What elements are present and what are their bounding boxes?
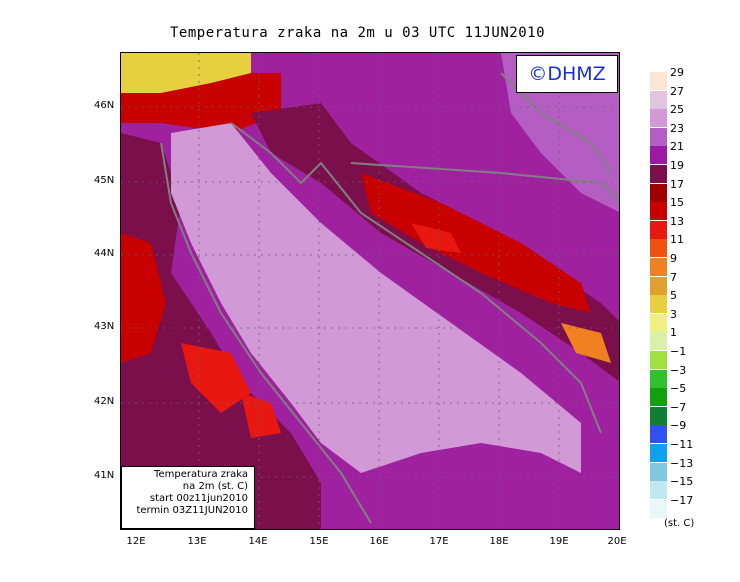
dhmz-logo: ©DHMZ [516, 55, 618, 93]
info-line-3: start 00z11jun2010 [149, 493, 248, 504]
legend-swatch [650, 313, 667, 332]
legend-swatch [650, 351, 667, 369]
legend-label: −3 [670, 363, 687, 377]
legend-label: 1 [670, 326, 677, 340]
legend-label: 19 [670, 159, 684, 172]
border-line-1 [350, 162, 619, 203]
legend-label: 23 [670, 121, 684, 135]
legend-swatch [650, 258, 667, 276]
lon-label-15e: 15E [309, 536, 329, 547]
italy-hot-patch-1 [121, 233, 166, 363]
legend-swatch [650, 499, 667, 518]
legend-label: −13 [670, 456, 694, 470]
info-line-2: na 2m (st. C) [182, 481, 248, 492]
lon-label-14e: 14E [248, 536, 268, 547]
lon-label-16e: 16E [369, 536, 389, 547]
legend-swatch [650, 183, 667, 202]
temperature-map [120, 52, 620, 530]
lat-label-41n: 41N [94, 470, 115, 481]
legend-label: −17 [670, 493, 694, 507]
legend-swatch [650, 369, 667, 388]
legend-swatch [650, 481, 667, 500]
legend-label: 13 [670, 214, 684, 228]
adriatic-sea [171, 123, 581, 473]
border-line-2 [500, 72, 612, 174]
info-line-1: Temperatura zraka [154, 469, 248, 480]
legend-swatch [650, 444, 667, 462]
legend-swatch [650, 388, 667, 407]
legend-unit: (st. C) [664, 518, 695, 529]
legend-swatch [650, 146, 667, 165]
legend-swatch [650, 202, 667, 221]
balkan-hot-patch [411, 223, 461, 253]
lon-label-20e: 20E [607, 536, 627, 547]
legend-label: −15 [670, 475, 694, 489]
legend-label: 5 [670, 289, 677, 303]
map-title: Temperatura zraka na 2m u 03 UTC 11JUN20… [170, 25, 546, 41]
legend-swatch [650, 332, 667, 351]
lat-label-44n: 44N [94, 248, 115, 259]
legend-label: −9 [670, 419, 687, 433]
legend-label: 11 [670, 233, 684, 247]
legend-swatch [650, 165, 667, 183]
legend-swatch [650, 109, 667, 128]
legend-swatch [650, 425, 667, 444]
lon-label-12e: 12E [126, 536, 146, 547]
lon-label-18e: 18E [489, 536, 509, 547]
lat-label-43n: 43N [94, 321, 115, 332]
montenegro-hot-patch [561, 323, 611, 363]
lon-label-13e: 13E [187, 536, 207, 547]
legend-label: 27 [670, 84, 684, 98]
coastline-west [160, 142, 372, 524]
legend-swatch [650, 239, 667, 258]
lon-label-17e: 17E [429, 536, 449, 547]
legend-label: 29 [670, 66, 684, 79]
lon-label-19e: 19E [549, 536, 569, 547]
map-canvas [121, 53, 619, 529]
info-line-4: termin 03Z11JUN2010 [136, 505, 248, 516]
legend-label: −11 [670, 438, 694, 451]
legend-swatch [650, 406, 667, 425]
legend-swatch [650, 220, 667, 239]
legend-swatch [650, 276, 667, 295]
legend-label: 15 [670, 196, 684, 210]
italy-hot-patch-3 [241, 393, 281, 438]
legend-label: −1 [670, 345, 687, 358]
lat-label-46n: 46N [94, 100, 115, 111]
info-box: Temperatura zraka na 2m (st. C) start 00… [121, 466, 255, 529]
legend-label: 9 [670, 252, 677, 265]
legend-label: 7 [670, 270, 677, 284]
lat-label-45n: 45N [94, 175, 115, 186]
legend-label: 25 [670, 103, 684, 117]
legend-swatch [650, 462, 667, 481]
grid-lines [121, 53, 619, 529]
legend-swatch [650, 127, 667, 146]
legend-label: −5 [670, 382, 687, 396]
balkan-hot-band [361, 173, 591, 313]
alps-cool-region [121, 53, 251, 113]
italy-hot-patch-2 [181, 343, 251, 413]
legend-swatch [650, 90, 667, 109]
legend-label: 21 [670, 140, 684, 154]
legend-swatch [650, 72, 667, 90]
legend-label: 3 [670, 307, 677, 321]
legend-swatch [650, 295, 667, 314]
legend-label: −7 [670, 400, 687, 414]
legend-label: 17 [670, 177, 684, 191]
lat-label-42n: 42N [94, 396, 115, 407]
coastline-east [230, 122, 602, 434]
alps-band [121, 73, 281, 133]
